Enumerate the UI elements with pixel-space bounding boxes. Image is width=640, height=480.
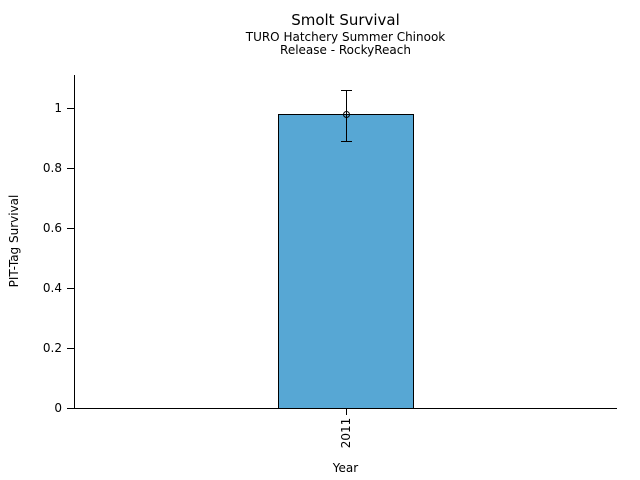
y-tick-mark	[67, 348, 74, 349]
error-bar-cap-top	[341, 90, 352, 91]
error-bar-cap-bottom	[341, 141, 352, 142]
chart-subtitle-line2: Release - RockyReach	[280, 43, 411, 57]
y-tick-label: 0.2	[42, 341, 62, 355]
x-tick-label: 2011	[339, 417, 353, 449]
y-tick-label: 1	[54, 101, 62, 115]
y-tick-mark	[67, 228, 74, 229]
bar-2011	[278, 114, 414, 409]
y-tick-label: 0.6	[42, 221, 62, 235]
point-estimate-marker	[343, 111, 350, 118]
y-tick-label: 0.4	[42, 281, 62, 295]
y-tick-mark	[67, 168, 74, 169]
y-axis-line	[74, 75, 75, 409]
chart-subtitle-line1: TURO Hatchery Summer Chinook	[245, 30, 446, 44]
x-axis-title: Year	[332, 461, 359, 475]
y-tick-mark	[67, 108, 74, 109]
y-tick-mark	[67, 408, 74, 409]
x-tick-mark	[346, 408, 347, 415]
y-axis-title: PIT-Tag Survival	[7, 194, 21, 288]
y-tick-label: 0	[54, 401, 62, 415]
y-tick-label: 0.8	[42, 161, 62, 175]
chart-title: Smolt Survival	[291, 11, 400, 29]
y-tick-mark	[67, 288, 74, 289]
